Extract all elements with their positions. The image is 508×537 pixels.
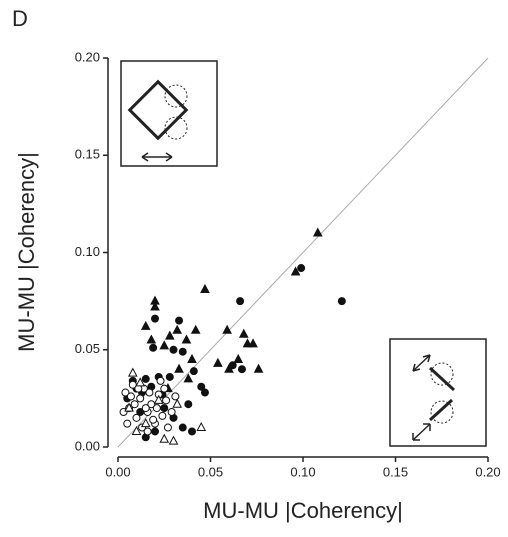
point bbox=[152, 404, 161, 413]
point bbox=[174, 363, 184, 373]
point bbox=[151, 427, 159, 436]
point bbox=[156, 376, 165, 385]
point bbox=[163, 423, 172, 432]
point bbox=[146, 334, 157, 344]
point bbox=[135, 377, 146, 387]
y-axis-label: MU-MU |Coherency| bbox=[14, 152, 39, 352]
point bbox=[181, 334, 192, 344]
inset-top bbox=[120, 60, 218, 167]
point bbox=[153, 394, 164, 404]
point bbox=[197, 382, 206, 391]
y-tick-label: 0.15 bbox=[75, 147, 100, 162]
point bbox=[141, 404, 150, 413]
point bbox=[162, 396, 171, 405]
point bbox=[149, 415, 158, 424]
point bbox=[136, 394, 145, 403]
point bbox=[158, 411, 167, 420]
identity-line bbox=[117, 57, 489, 448]
point bbox=[124, 402, 134, 412]
point bbox=[140, 320, 151, 330]
point bbox=[233, 353, 244, 363]
point bbox=[150, 301, 160, 311]
point bbox=[131, 425, 142, 435]
point bbox=[237, 365, 246, 374]
x-tick-label: 0.15 bbox=[383, 464, 408, 479]
y-tick-label: 0.00 bbox=[75, 438, 100, 453]
point bbox=[236, 297, 245, 306]
inset-bottom bbox=[389, 338, 487, 447]
point bbox=[126, 392, 135, 401]
y-tick-label: 0.10 bbox=[75, 244, 100, 259]
point bbox=[196, 421, 207, 432]
point bbox=[160, 404, 169, 413]
point bbox=[183, 373, 194, 383]
point bbox=[165, 372, 174, 381]
point bbox=[141, 374, 150, 383]
point bbox=[159, 340, 170, 350]
point bbox=[123, 419, 132, 428]
point bbox=[149, 343, 158, 352]
point bbox=[190, 324, 201, 334]
point bbox=[222, 324, 232, 334]
point bbox=[188, 427, 196, 436]
point bbox=[297, 264, 306, 273]
point bbox=[312, 227, 323, 237]
point bbox=[127, 367, 138, 377]
point bbox=[224, 363, 234, 373]
x-tick-label: 0.10 bbox=[290, 464, 315, 479]
point bbox=[253, 363, 264, 373]
point bbox=[200, 388, 209, 397]
point bbox=[200, 283, 210, 293]
point bbox=[290, 266, 301, 276]
point bbox=[160, 384, 169, 393]
point bbox=[238, 328, 249, 338]
point bbox=[248, 338, 258, 348]
point bbox=[189, 367, 198, 376]
point bbox=[140, 418, 151, 428]
point bbox=[337, 297, 346, 306]
point bbox=[184, 400, 193, 409]
point bbox=[132, 413, 141, 422]
x-tick-label: 0.20 bbox=[475, 464, 500, 479]
y-tick-label: 0.20 bbox=[75, 49, 100, 64]
point bbox=[175, 316, 184, 325]
point bbox=[187, 353, 197, 363]
point bbox=[172, 324, 183, 334]
point bbox=[159, 433, 170, 443]
x-tick-label: 0.05 bbox=[198, 464, 223, 479]
point bbox=[171, 392, 180, 401]
x-axis-label: MU-MU |Coherency| bbox=[203, 498, 403, 523]
point bbox=[178, 347, 187, 356]
point bbox=[168, 435, 179, 445]
point bbox=[145, 388, 154, 397]
panel-label: D bbox=[12, 6, 28, 31]
point bbox=[130, 400, 139, 409]
point bbox=[151, 314, 159, 323]
point bbox=[172, 398, 183, 408]
point bbox=[178, 423, 187, 432]
point bbox=[164, 330, 175, 340]
point bbox=[169, 345, 178, 354]
point bbox=[143, 427, 152, 436]
point bbox=[147, 400, 156, 409]
point bbox=[167, 407, 176, 416]
point bbox=[213, 357, 223, 367]
y-tick-label: 0.05 bbox=[75, 341, 100, 356]
x-tick-label: 0.00 bbox=[105, 464, 130, 479]
point bbox=[121, 388, 130, 397]
